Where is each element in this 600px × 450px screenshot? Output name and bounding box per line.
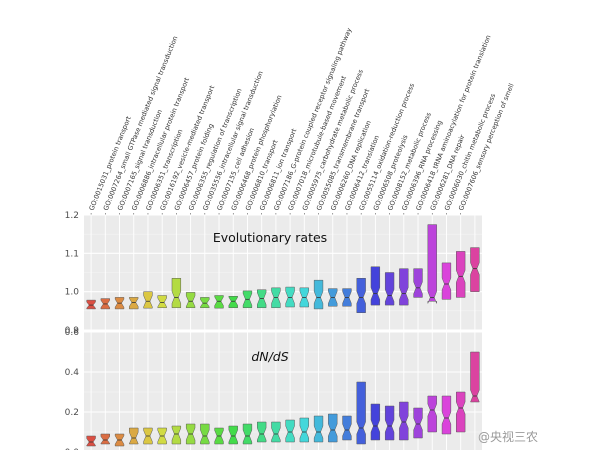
box	[313, 279, 324, 310]
box	[171, 425, 182, 445]
box	[441, 395, 452, 435]
box	[370, 266, 381, 306]
category-labels: GO:0015031_protein transportGO:0007264_s…	[88, 27, 516, 215]
box	[399, 401, 409, 441]
box	[200, 423, 210, 445]
box	[185, 292, 196, 309]
box	[441, 262, 452, 300]
box	[242, 423, 253, 445]
box	[456, 251, 466, 298]
box	[299, 417, 309, 443]
box	[214, 295, 224, 309]
box	[157, 295, 167, 309]
panel-dnds: 0.0 0.2 0.4 0.6 dN/dS	[65, 328, 482, 450]
box	[427, 224, 437, 304]
box	[313, 415, 324, 443]
box	[413, 268, 423, 298]
box	[470, 351, 480, 403]
panel-title: dN/dS	[251, 349, 288, 364]
y-tick-label: 1.2	[65, 211, 79, 221]
y-tick-label: 0.9	[65, 326, 80, 336]
box	[271, 421, 281, 443]
box	[200, 297, 210, 309]
box	[470, 247, 480, 292]
box	[86, 299, 96, 310]
box	[86, 435, 96, 447]
box	[356, 381, 366, 445]
box	[228, 296, 238, 309]
box	[171, 278, 182, 309]
box	[129, 427, 139, 445]
box	[370, 403, 381, 441]
box	[413, 407, 423, 439]
box	[257, 421, 267, 443]
box	[384, 272, 395, 306]
box	[129, 297, 139, 310]
box	[328, 413, 338, 443]
box	[342, 415, 352, 441]
box	[399, 268, 409, 306]
y-tick-label: 1.0	[65, 288, 80, 298]
y-tick-label: 0.4	[65, 368, 80, 378]
box	[100, 433, 110, 445]
y-tick-label: 0.2	[65, 408, 79, 418]
y-tick-label: 0.0	[65, 448, 80, 450]
box	[427, 395, 437, 433]
panel-evolutionary-rates: 0.9 1.0 1.1 1.2 Evolutionary rates	[65, 211, 482, 336]
box	[285, 419, 295, 443]
box	[356, 278, 366, 313]
box	[228, 425, 238, 445]
box	[456, 391, 466, 433]
box	[384, 405, 395, 441]
watermark: @央视三农	[478, 430, 539, 444]
y-tick-label: 1.1	[65, 249, 79, 259]
box	[143, 291, 153, 309]
y-tick-label: 0.6	[65, 328, 80, 338]
panel-title: Evolutionary rates	[213, 230, 327, 245]
